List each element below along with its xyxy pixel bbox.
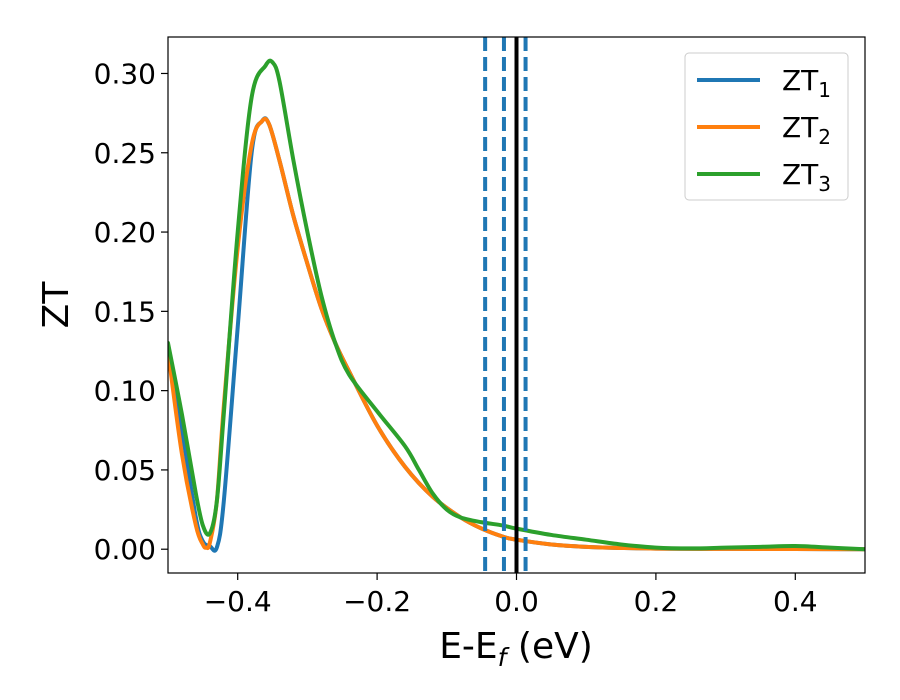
x-tick-label: 0.0	[494, 585, 539, 618]
legend-label-zt2: ZT2	[782, 111, 831, 149]
x-tick-label: −0.2	[343, 585, 411, 618]
x-tick-label: 0.2	[634, 585, 679, 618]
y-tick-label: 0.15	[94, 295, 156, 328]
x-axis-label: E-Ef (eV)	[439, 626, 593, 672]
x-tick-label: −0.4	[204, 585, 272, 618]
legend-label-zt3: ZT3	[782, 158, 831, 196]
y-axis-label: ZT	[36, 281, 77, 329]
legend-box	[684, 52, 849, 201]
y-tick-label: 0.05	[94, 454, 156, 487]
x-tick-label: 0.4	[773, 585, 818, 618]
series-line-zt2	[168, 116, 865, 552]
y-tick-label: 0.10	[94, 375, 156, 408]
x-axis-label-main: E-E	[439, 626, 497, 667]
y-tick-label: 0.30	[94, 57, 156, 90]
series-line-zt3	[168, 58, 865, 552]
x-axis-label-suffix: (eV)	[506, 626, 592, 667]
legend-label-zt1: ZT1	[782, 64, 831, 102]
y-tick-label: 0.20	[94, 216, 156, 249]
y-tick-label: 0.00	[94, 533, 156, 566]
y-tick-label: 0.25	[94, 137, 156, 170]
legend: ZT1 ZT2 ZT3	[684, 52, 849, 201]
